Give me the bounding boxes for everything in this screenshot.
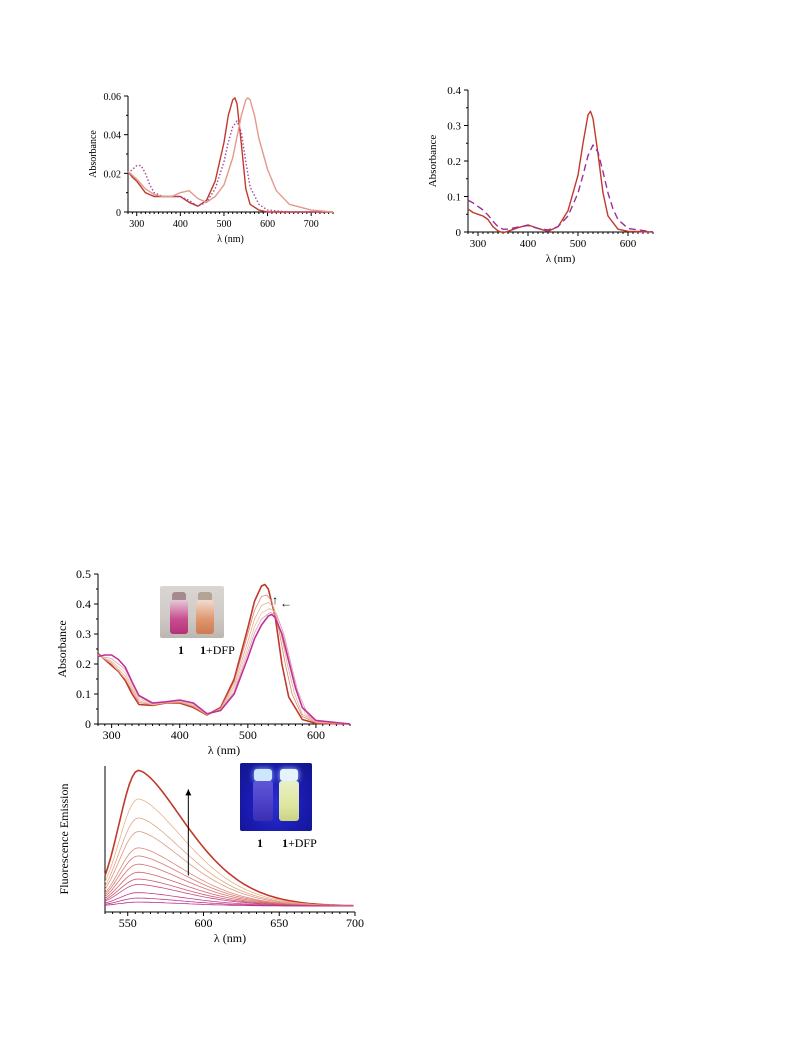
x-tick-label: 500: [216, 219, 231, 230]
chart-svg: 550 600 650 700 λ (nm) Fluorescence Emission: [57, 766, 364, 945]
x-tick-label: 400: [171, 728, 189, 742]
x-tick-label: 550: [119, 916, 137, 930]
y-tick-label: 0.04: [104, 131, 122, 142]
series-line-0: [97, 583, 351, 725]
y-tick-label: 0: [116, 208, 121, 219]
emission-series-12: [104, 901, 354, 907]
x-tick-label: 700: [304, 219, 319, 230]
x-tick-label: 300: [103, 728, 121, 742]
x-tick-label: 500: [239, 728, 257, 742]
fluorescence-emission-chart: 550 600 650 700 λ (nm) Fluorescence Emission: [50, 760, 370, 960]
series-line-1: [97, 594, 351, 725]
x-tick-label: 600: [260, 219, 275, 230]
y-tick-label: 0.02: [104, 169, 122, 180]
x-tick-label: 600: [307, 728, 325, 742]
x-tick-label: 300: [129, 219, 144, 230]
vial-label-1-dfp: 1+DFP: [282, 836, 317, 850]
vial-1: [170, 600, 188, 634]
vial-label-1: 1: [178, 643, 184, 657]
x-tick-label: 700: [346, 916, 364, 930]
series-line-5: [97, 613, 351, 725]
x-tick-label: 600: [194, 916, 212, 930]
y-axis-label: Absorbance: [88, 130, 99, 178]
x-axis-label: λ (nm): [217, 234, 244, 245]
y-tick-label: 0.1: [447, 192, 461, 204]
series-line-2: [97, 602, 351, 725]
y-tick-label: 0.3: [447, 121, 461, 133]
chart-svg: 300 400 500 600 0 0.1 0.2 0.3 0.4 λ (nm) Absorbanc…: [427, 85, 654, 265]
series-line-1: [467, 144, 654, 233]
y-tick-label: 0.1: [76, 687, 91, 701]
absorbance-chart-top-right: 300 400 500 600 0 0.1 0.2 0.3 0.4 λ (nm) Absorbanc…: [420, 80, 670, 280]
vial-cap: [198, 592, 212, 602]
series-line-0: [127, 97, 333, 213]
y-axis-label: Absorbance: [55, 620, 69, 677]
y-tick-label: 0.2: [76, 657, 91, 671]
y-tick-label: 0: [456, 227, 462, 239]
series-line-1: [127, 120, 333, 213]
series-line-0: [467, 110, 654, 234]
vial-cap: [254, 769, 272, 781]
vial-label-1: 1: [257, 836, 263, 850]
arrow-left-annotation: ←: [280, 596, 292, 610]
emission-series-0: [104, 769, 354, 907]
x-axis-label: λ (nm): [546, 253, 576, 265]
y-tick-label: 0.06: [104, 92, 122, 103]
absorbance-chart-top-left: 300 400 500 600 700 0 0.02 0.04 0.06 λ (nm) Absorb…: [70, 80, 350, 250]
x-tick-label: 400: [173, 219, 188, 230]
y-tick-label: 0: [85, 717, 91, 731]
vial-cap: [172, 592, 186, 602]
x-tick-label: 500: [570, 238, 587, 250]
series-line-2: [127, 97, 334, 213]
y-tick-label: 0.4: [447, 85, 461, 97]
x-tick-label: 400: [520, 238, 537, 250]
x-axis-label: λ (nm): [214, 931, 246, 945]
emission-series-1: [104, 798, 354, 907]
x-tick-label: 300: [470, 238, 487, 250]
x-axis-label: λ (nm): [208, 743, 240, 757]
y-tick-label: 0.2: [447, 156, 461, 168]
y-axis-label: Absorbance: [427, 135, 439, 188]
chart-svg: 300 400 500 600 700 0 0.02 0.04 0.06 λ (nm) Absorb…: [88, 92, 334, 245]
y-axis-label: Fluorescence Emission: [57, 784, 71, 895]
x-tick-label: 650: [270, 916, 288, 930]
arrow-up-annotation: ↑: [272, 593, 278, 607]
vials-uv-photo: [240, 763, 312, 831]
x-tick-label: 600: [620, 238, 637, 250]
y-tick-label: 0.5: [76, 567, 91, 581]
vial-1-dfp: [279, 781, 299, 821]
arrow-head: [185, 789, 192, 796]
y-tick-label: 0.4: [76, 597, 91, 611]
vial-1-dfp: [196, 600, 214, 634]
vial-cap: [280, 769, 298, 781]
chart-svg: 300 400 500 600 0 0.1 0.2 0.3 0.4 0.5 λ (nm) Absorb…: [55, 567, 351, 757]
vial-1: [253, 781, 273, 821]
vial-label-1-dfp: 1+DFP: [200, 643, 235, 657]
vials-daylight-photo: [160, 586, 224, 638]
y-tick-label: 0.3: [76, 627, 91, 641]
absorbance-titration-chart: 300 400 500 600 0 0.1 0.2 0.3 0.4 0.5 λ (nm) Absorb…: [50, 560, 370, 760]
